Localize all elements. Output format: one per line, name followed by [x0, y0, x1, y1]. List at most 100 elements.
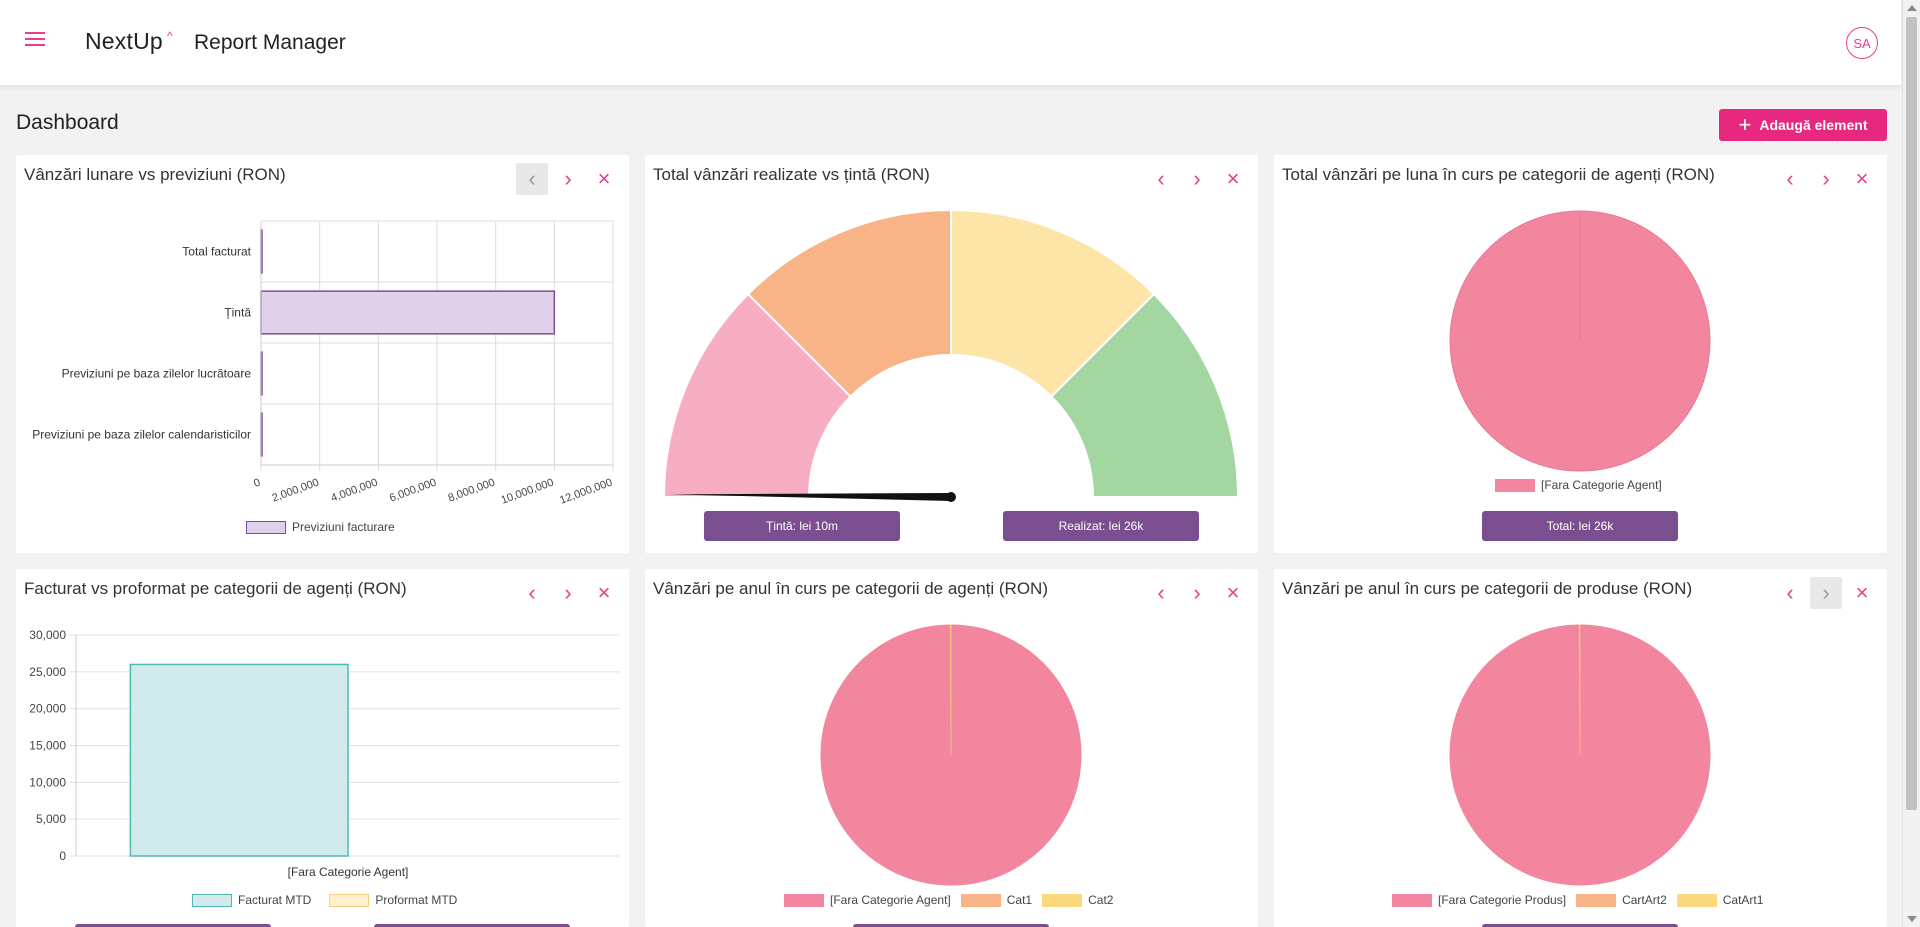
horizontal-bar-chart: 0 2,000,000 4,000,000 6,000,000 8,000,000 10,…: [32, 220, 614, 507]
legend-label: CatArt1: [1722, 893, 1764, 907]
next-icon[interactable]: ›: [564, 580, 572, 605]
widget-button[interactable]: [374, 924, 570, 927]
logo-mark: ^: [167, 29, 173, 43]
legend-label: Facturat MTD: [238, 893, 312, 907]
gauge-segment: [1049, 292, 1240, 498]
legend-label: [Fara Categorie Agent]: [1541, 478, 1662, 492]
widget-title: Total vânzări pe luna în curs pe categor…: [1282, 165, 1715, 184]
legend-item[interactable]: Facturat MTD: [192, 893, 311, 907]
y-tick-label: 30,000: [29, 628, 66, 642]
plus-icon: +: [1738, 112, 1752, 137]
close-icon[interactable]: ×: [597, 580, 611, 605]
y-tick-label: 15,000: [29, 739, 66, 753]
y-tick-label: Previziuni pe baza zilelor calendaristic…: [32, 428, 251, 442]
app-logo[interactable]: NextUp: [85, 28, 163, 54]
close-icon[interactable]: ×: [1855, 166, 1869, 191]
widget-title: Vânzări pe anul în curs pe categorii de …: [653, 579, 1048, 598]
widget-title: Vânzări pe anul în curs pe categorii de …: [1282, 579, 1693, 598]
chart-legend: Previziuni facturare: [246, 520, 395, 534]
next-icon[interactable]: ›: [1193, 166, 1201, 191]
legend-label: Previziuni facturare: [292, 520, 395, 534]
gauge-needle: [669, 493, 951, 501]
x-tick-label: 12,000,000: [558, 477, 614, 507]
widget-monthly-sales-by-agent-category: Total vânzări pe luna în curs pe categor…: [1274, 155, 1887, 553]
x-tick-label: [Fara Categorie Agent]: [288, 865, 409, 879]
legend-item[interactable]: Proformat MTD: [329, 893, 457, 907]
previous-icon[interactable]: ‹: [1157, 580, 1165, 605]
pie-chart: [820, 624, 1082, 886]
next-icon[interactable]: ›: [564, 166, 572, 191]
widget-total-sales-vs-target: Total vânzări realizate vs țintă (RON) ‹…: [645, 155, 1258, 553]
legend-label: CartArt2: [1622, 893, 1667, 907]
page-title: Dashboard: [16, 111, 119, 134]
add-element-button[interactable]: + Adaugă element: [1719, 109, 1887, 141]
legend-item[interactable]: CartArt2: [1576, 893, 1667, 907]
previous-icon[interactable]: ‹: [1786, 166, 1794, 191]
legend-label: [Fara Categorie Agent]: [830, 893, 951, 907]
legend-item[interactable]: Cat1: [960, 893, 1032, 907]
legend-label: Cat2: [1088, 893, 1114, 907]
previous-icon[interactable]: ‹: [1786, 580, 1794, 605]
close-icon[interactable]: ×: [1226, 580, 1240, 605]
y-tick-label: 10,000: [29, 775, 66, 789]
achieved-value-button[interactable]: Realizat: lei 26k: [1003, 511, 1199, 541]
target-value-button[interactable]: Țintă: lei 10m: [704, 511, 900, 541]
legend-swatch: [784, 893, 824, 907]
legend-swatch: [1392, 893, 1432, 907]
legend-label: Proformat MTD: [375, 893, 458, 907]
chart-legend: [Fara Categorie Agent] Cat1 Cat2: [784, 893, 1113, 907]
close-icon[interactable]: ×: [1226, 166, 1240, 191]
legend-item[interactable]: Previziuni facturare: [246, 520, 395, 534]
scroll-thumb[interactable]: [1906, 17, 1917, 810]
legend-swatch: [192, 893, 232, 907]
legend-item[interactable]: Cat2: [1042, 893, 1113, 907]
legend-swatch: [1576, 893, 1617, 907]
y-tick-label: Previziuni pe baza zilelor lucrătoare: [62, 367, 252, 381]
app-title: Report Manager: [194, 31, 346, 54]
widget-title: Vânzări lunare vs previziuni (RON): [24, 165, 286, 184]
close-icon[interactable]: ×: [597, 166, 611, 191]
x-tick-label: 2,000,000: [271, 477, 321, 505]
next-icon[interactable]: ›: [1193, 580, 1201, 605]
user-avatar[interactable]: SA: [1846, 27, 1878, 59]
next-icon[interactable]: ›: [1810, 577, 1842, 609]
previous-icon[interactable]: ‹: [528, 580, 536, 605]
legend-item[interactable]: [Fara Categorie Agent]: [784, 893, 951, 907]
legend-item[interactable]: [Fara Categorie Produs]: [1392, 893, 1566, 907]
chart-legend: [Fara Categorie Produs] CartArt2 CatArt1: [1392, 893, 1763, 907]
widget-monthly-sales-vs-forecast: Vânzări lunare vs previziuni (RON) ‹ › ×…: [16, 155, 629, 553]
legend-swatch: [1495, 478, 1535, 492]
y-tick-label: 25,000: [29, 665, 66, 679]
widget-yearly-sales-by-product-category: Vânzări pe anul în curs pe categorii de …: [1274, 569, 1887, 927]
legend-item[interactable]: CatArt1: [1676, 893, 1764, 907]
widget-button[interactable]: [75, 924, 271, 927]
add-element-label: Adaugă element: [1759, 117, 1868, 133]
legend-item[interactable]: [Fara Categorie Agent]: [1495, 478, 1662, 492]
chart-legend: Facturat MTD Proformat MTD: [192, 893, 457, 907]
previous-icon[interactable]: ‹: [1157, 166, 1165, 191]
page-scrollbar[interactable]: [1902, 0, 1920, 927]
widget-title: Facturat vs proformat pe categorii de ag…: [24, 579, 407, 598]
x-tick-label: 4,000,000: [329, 477, 379, 505]
menu-icon[interactable]: [25, 32, 45, 50]
gauge-chart: [662, 208, 1240, 502]
pie-chart: [1449, 210, 1711, 472]
next-icon[interactable]: ›: [1822, 166, 1830, 191]
pie-chart: [1449, 624, 1711, 886]
gauge-needle-hub: [946, 492, 956, 502]
legend-swatch: [329, 893, 370, 907]
widget-button[interactable]: [853, 924, 1049, 927]
scroll-down-arrow-icon[interactable]: [1907, 916, 1917, 922]
x-tick-label: 0: [252, 477, 262, 490]
total-value-button[interactable]: Total: lei 26k: [1482, 511, 1678, 541]
legend-swatch: [1676, 893, 1717, 907]
close-icon[interactable]: ×: [1855, 580, 1869, 605]
y-tick-label: Țintă: [224, 306, 251, 320]
scroll-up-arrow-icon[interactable]: [1907, 5, 1917, 11]
previous-icon[interactable]: ‹: [516, 163, 548, 195]
bar: [129, 663, 349, 857]
y-tick-label: 5,000: [36, 812, 66, 826]
y-tick-label: Total facturat: [182, 245, 251, 259]
widget-button[interactable]: [1482, 924, 1678, 927]
y-tick-label: 0: [59, 849, 66, 863]
